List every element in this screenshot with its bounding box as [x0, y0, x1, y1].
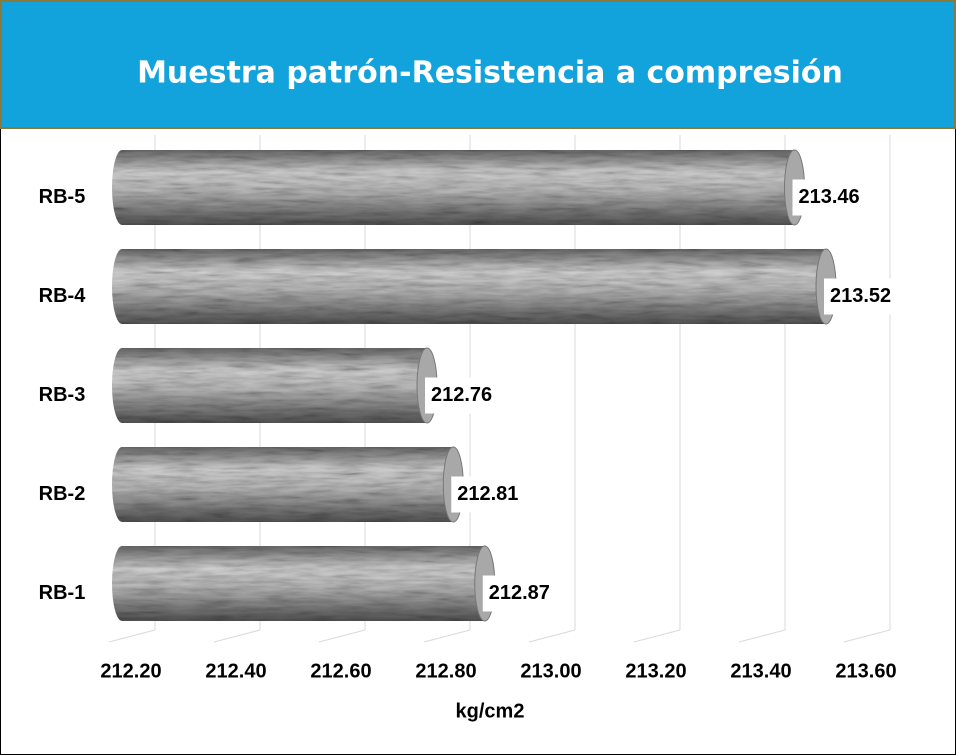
y-tick-label: RB-4 — [39, 285, 87, 307]
title-banner — [0, 0, 956, 129]
y-tick-label: RB-5 — [39, 186, 86, 208]
x-tick-label: 213.20 — [625, 660, 686, 682]
value-label: 213.46 — [799, 186, 860, 208]
grid-foot — [843, 629, 891, 643]
value-label: 212.87 — [489, 582, 550, 604]
bar — [112, 546, 495, 621]
x-tick-label: 213.60 — [835, 660, 896, 682]
x-tick-label: 212.20 — [100, 660, 161, 682]
value-label-bg — [425, 377, 505, 414]
y-tick-label: RB-3 — [39, 384, 86, 406]
grid-foot — [213, 629, 261, 643]
y-tick-label: RB-2 — [39, 483, 86, 505]
grid-foot — [633, 629, 681, 643]
x-tick-label: 212.40 — [205, 660, 266, 682]
bar — [112, 447, 464, 522]
grid-foot — [738, 629, 786, 643]
y-tick-label: RB-1 — [39, 582, 86, 604]
bar — [112, 249, 836, 324]
x-tick-label: 213.40 — [730, 660, 791, 682]
value-label-bg — [792, 179, 873, 216]
x-axis-title: kg/cm2 — [456, 700, 525, 722]
bar — [112, 348, 437, 423]
x-tick-label: 213.00 — [520, 660, 581, 682]
grid-foot — [528, 629, 576, 643]
value-label: 212.76 — [431, 384, 492, 406]
bar — [112, 150, 805, 225]
value-label-bg — [482, 575, 563, 612]
value-label: 212.81 — [457, 483, 518, 505]
grid-foot — [423, 629, 471, 643]
x-tick-label: 212.60 — [310, 660, 371, 682]
value-label-bg — [824, 278, 904, 315]
value-label-bg — [451, 476, 532, 513]
value-label: 213.52 — [830, 285, 891, 307]
x-tick-label: 212.80 — [415, 660, 476, 682]
grid-foot — [108, 629, 156, 643]
chart-title: Muestra patrón-Resistencia a compresión — [137, 56, 843, 91]
grid-foot — [318, 629, 366, 643]
